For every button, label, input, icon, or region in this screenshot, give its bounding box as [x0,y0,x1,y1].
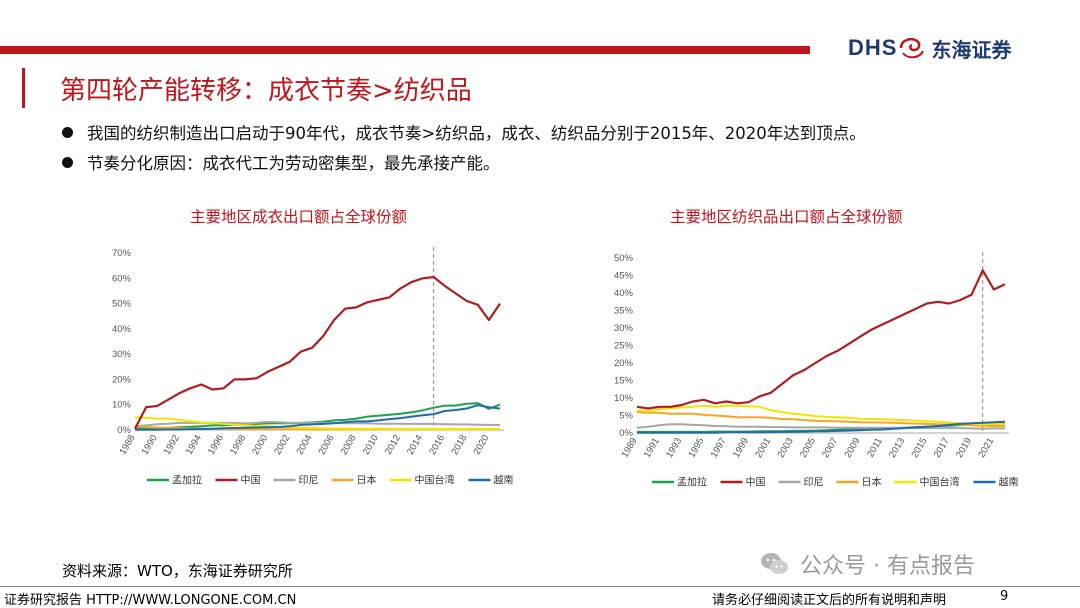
y-tick-label: 50% [614,253,634,264]
x-tick-label: 2002 [272,433,292,457]
chart-apparel-share: 0%10%20%30%40%50%60%70%1988 1990 1992 1994 1… [112,247,514,487]
x-tick-label: 2015 [909,436,929,460]
x-tick-label: 2000 [250,433,270,457]
series-line-china [134,275,501,430]
legend-label-vietnam: 越南 [494,474,514,487]
x-tick-label: 1989 [620,436,640,460]
y-tick-label: 40% [614,288,634,299]
series-line-vietnam [135,404,501,431]
x-tick-label: 2018 [449,433,469,457]
y-tick-label: 30% [614,323,634,334]
legend-label-taiwan: 中国台湾 [415,474,455,487]
x-tick-label: 2009 [843,436,863,460]
x-tick-label: 1996 [206,433,226,457]
y-tick-label: 35% [614,306,634,317]
legend-label-taiwan: 中国台湾 [920,476,960,489]
x-tick-label: 2008 [339,433,359,457]
y-tick-label: 50% [112,299,132,310]
page-number: 9 [1000,589,1009,604]
footer-divider [0,586,1080,587]
legend-label-japan: 日本 [862,476,882,489]
x-tick-label: 2021 [976,436,996,460]
y-tick-label: 45% [614,271,634,282]
watermark: 公众号 · 有点报告 [760,548,975,580]
x-tick-label: 1990 [140,433,160,457]
legend-label-bangladesh: 孟加拉 [172,474,202,487]
series-line-china [636,269,1006,410]
x-tick-label: 1997 [709,436,729,460]
x-tick-label: 2020 [471,433,491,457]
bullet-dot-icon [62,157,73,168]
bullet-item: 节奏分化原因：成衣代工为劳动密集型，最先承接产能。 [62,150,500,174]
bullet-dot-icon [62,127,73,138]
chart-title-apparel: 主要地区成衣出口额占全球份额 [190,208,408,226]
footer-website: 证券研究报告 HTTP://WWW.LONGONE.COM.CN [4,593,297,608]
y-tick-label: 20% [112,374,132,385]
y-tick-label: 0% [117,425,131,436]
x-tick-label: 1999 [731,436,751,460]
y-tick-label: 10% [112,400,132,411]
x-tick-label: 2014 [405,433,425,457]
x-tick-label: 1998 [228,433,248,457]
logo-text-en: DHS [848,35,898,60]
legend-label-indonesia: 印尼 [299,475,319,487]
x-tick-label: 1994 [184,433,204,457]
x-tick-label: 1988 [118,433,138,457]
legend-label-indonesia: 印尼 [804,477,824,489]
x-tick-label: 2004 [294,433,314,457]
x-tick-label: 2019 [954,436,974,460]
x-tick-label: 2001 [753,436,773,460]
bullet-text: 节奏分化原因：成衣代工为劳动密集型，最先承接产能。 [87,154,500,173]
y-tick-label: 30% [112,349,132,360]
footer-disclaimer: 请务必仔细阅读正文后的所有说明和声明 [712,593,947,608]
x-tick-label: 2006 [317,433,337,457]
legend-label-vietnam: 越南 [999,476,1019,489]
x-tick-label: 2012 [383,433,403,457]
x-tick-label: 2011 [865,436,885,459]
series-line-taiwan [636,404,1006,426]
title-accent-bar [22,68,25,108]
legend-label-china: 中国 [241,474,261,487]
y-tick-label: 10% [614,393,634,404]
chart-textiles-share: 0%5%10%15%20%25%30%35%40%45%50%1989 1991 1… [614,252,1019,489]
x-tick-label: 1995 [686,436,706,460]
x-tick-label: 2010 [361,433,381,457]
wechat-icon [761,553,788,574]
page-title: 第四轮产能转移：成衣节奏>纺织品 [60,76,472,106]
y-tick-label: 5% [619,411,633,422]
y-tick-label: 15% [614,376,634,387]
x-tick-label: 1992 [162,433,182,457]
legend-label-china: 中国 [746,476,766,489]
y-tick-label: 25% [614,341,634,352]
x-tick-label: 2003 [776,436,796,460]
series-line-vietnam [637,420,1006,434]
series-line-indonesia [636,423,1005,430]
y-tick-label: 70% [112,248,132,259]
company-logo: DHS 东海证券 [848,34,1011,62]
series-line-taiwan [134,416,500,430]
y-tick-label: 0% [619,428,633,439]
header-bar [0,46,810,54]
x-tick-label: 2007 [820,436,840,460]
bullet-item: 我国的纺织制造出口启动于90年代，成衣节奏>纺织品，成衣、纺织品分别于2015年… [62,120,866,144]
y-tick-label: 60% [112,273,132,284]
legend-label-bangladesh: 孟加拉 [677,476,707,489]
x-tick-label: 2013 [887,436,907,460]
x-tick-label: 1991 [642,436,662,460]
watermark-text: 公众号 · 有点报告 [800,554,975,579]
legend-label-japan: 日本 [357,474,377,487]
logo-text-cn: 东海证券 [931,37,1012,62]
dragon-logo-icon [900,38,925,59]
x-tick-label: 2005 [798,436,818,460]
y-tick-label: 40% [112,324,132,335]
bullet-text: 我国的纺织制造出口启动于90年代，成衣节奏>纺织品，成衣、纺织品分别于2015年… [87,124,866,143]
y-tick-label: 20% [614,358,634,369]
x-tick-label: 2016 [427,433,447,457]
source-note: 资料来源：WTO，东海证券研究所 [62,562,293,580]
x-tick-label: 2017 [932,436,952,460]
x-tick-label: 1993 [664,436,684,460]
chart-title-textiles: 主要地区纺织品出口额占全球份额 [670,208,903,226]
